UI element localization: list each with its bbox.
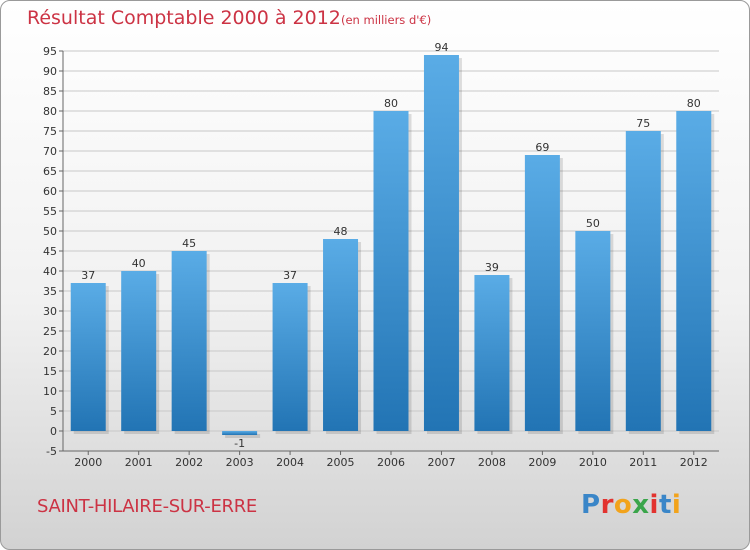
x-tick-label: 2005 <box>327 456 355 469</box>
x-tick-label: 2012 <box>680 456 708 469</box>
bar-2001 <box>121 271 157 431</box>
y-tick-label: 90 <box>43 65 57 78</box>
x-tick-label: 2000 <box>74 456 102 469</box>
logo-letter: r <box>600 490 614 520</box>
proxiti-logo[interactable]: Proxiti <box>581 490 681 520</box>
logo-letter: i <box>649 490 659 520</box>
data-label: 50 <box>586 217 600 230</box>
x-tick-label: 2006 <box>377 456 405 469</box>
data-label: 39 <box>485 261 499 274</box>
data-label: 45 <box>182 237 196 250</box>
x-tick-label: 2001 <box>125 456 153 469</box>
bar-2008 <box>474 275 510 431</box>
axes: -5 0 5 10 15 20 25 30 35 40 45 50 55 60 65 70 75 80 85 90 95… <box>43 45 719 469</box>
y-tick-label: 50 <box>43 225 57 238</box>
data-label: 75 <box>636 117 650 130</box>
chart-subtitle: (en milliers d'€) <box>341 13 432 27</box>
x-tick-label: 2007 <box>427 456 455 469</box>
y-tick-label: 65 <box>43 165 57 178</box>
logo-letter: o <box>613 490 633 520</box>
data-label: 37 <box>81 269 95 282</box>
y-tick-label: 95 <box>43 45 57 58</box>
bar-2006 <box>373 111 409 431</box>
x-tick-label: 2011 <box>629 456 657 469</box>
y-tick-label: 60 <box>43 185 57 198</box>
bar-2007 <box>423 55 459 431</box>
data-label: -1 <box>234 437 245 450</box>
y-tick-label: 75 <box>43 125 57 138</box>
y-tick-label: 85 <box>43 85 57 98</box>
data-label: 94 <box>434 41 448 54</box>
bar-2003 <box>222 431 258 435</box>
bar-2002 <box>171 251 207 431</box>
bar-shadow <box>225 434 261 438</box>
data-label: 80 <box>384 97 398 110</box>
y-tick-label: 5 <box>50 405 57 418</box>
y-tick-label: 70 <box>43 145 57 158</box>
x-tick-label: 2002 <box>175 456 203 469</box>
data-label: 37 <box>283 269 297 282</box>
x-tick-label: 2003 <box>226 456 254 469</box>
bar-2010 <box>575 231 611 431</box>
y-tick-label: 40 <box>43 265 57 278</box>
x-tick-label: 2008 <box>478 456 506 469</box>
town-name: SAINT-HILAIRE-SUR-ERRE <box>37 496 257 517</box>
logo-letter: P <box>581 490 601 520</box>
y-tick-label: 0 <box>50 425 57 438</box>
logo-letter: x <box>632 490 650 520</box>
bar-2009 <box>524 155 560 431</box>
y-tick-label: 45 <box>43 245 57 258</box>
data-label: 69 <box>535 141 549 154</box>
y-tick-label: 25 <box>43 325 57 338</box>
y-tick-label: 80 <box>43 105 57 118</box>
y-tick-label: -5 <box>46 445 57 458</box>
y-tick-label: 30 <box>43 305 57 318</box>
bar-2000 <box>70 283 106 431</box>
chart-title: Résultat Comptable 2000 à 2012 <box>27 7 341 29</box>
bars <box>70 55 715 438</box>
x-tick-label: 2009 <box>528 456 556 469</box>
bar-2005 <box>323 239 359 431</box>
bar-2011 <box>625 131 661 431</box>
x-tick-label: 2004 <box>276 456 304 469</box>
y-tick-label: 15 <box>43 365 57 378</box>
bar-2012 <box>676 111 712 431</box>
data-label: 48 <box>334 225 348 238</box>
data-labels: 37 40 45 -1 37 48 80 94 39 69 50 75 80 <box>81 41 701 450</box>
y-tick-label: 55 <box>43 205 57 218</box>
data-label: 40 <box>132 257 146 270</box>
data-label: 80 <box>687 97 701 110</box>
y-tick-label: 10 <box>43 385 57 398</box>
y-tick-label: 35 <box>43 285 57 298</box>
y-tick-label: 20 <box>43 345 57 358</box>
x-tick-label: 2010 <box>579 456 607 469</box>
bar-2004 <box>272 283 308 431</box>
logo-letter: i <box>671 490 682 520</box>
logo-letter: t <box>658 490 672 520</box>
